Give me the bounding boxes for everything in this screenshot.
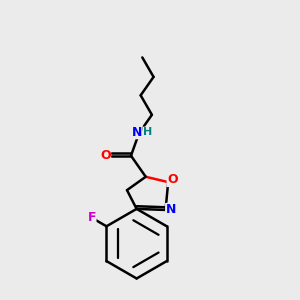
Text: F: F bbox=[87, 211, 96, 224]
Text: O: O bbox=[100, 149, 111, 162]
Text: H: H bbox=[143, 127, 153, 137]
Text: N: N bbox=[132, 126, 142, 139]
Text: N: N bbox=[166, 203, 176, 217]
Text: O: O bbox=[167, 173, 178, 187]
